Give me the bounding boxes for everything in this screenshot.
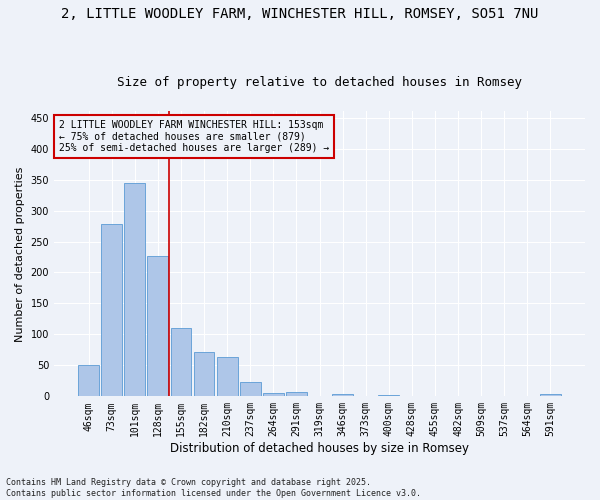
Text: Contains HM Land Registry data © Crown copyright and database right 2025.
Contai: Contains HM Land Registry data © Crown c…: [6, 478, 421, 498]
Bar: [78, 366, 99, 396]
Bar: [263, 392, 284, 396]
Bar: [101, 224, 122, 396]
Bar: [124, 182, 145, 396]
Bar: [148, 256, 168, 396]
Bar: [540, 394, 561, 396]
Bar: [170, 328, 191, 396]
Title: Size of property relative to detached houses in Romsey: Size of property relative to detached ho…: [117, 76, 522, 90]
Bar: [194, 352, 214, 397]
Bar: [379, 395, 399, 396]
Text: 2, LITTLE WOODLEY FARM, WINCHESTER HILL, ROMSEY, SO51 7NU: 2, LITTLE WOODLEY FARM, WINCHESTER HILL,…: [61, 8, 539, 22]
Bar: [332, 394, 353, 396]
Bar: [217, 358, 238, 397]
X-axis label: Distribution of detached houses by size in Romsey: Distribution of detached houses by size …: [170, 442, 469, 455]
Text: 2 LITTLE WOODLEY FARM WINCHESTER HILL: 153sqm
← 75% of detached houses are small: 2 LITTLE WOODLEY FARM WINCHESTER HILL: 1…: [59, 120, 329, 153]
Bar: [286, 392, 307, 396]
Y-axis label: Number of detached properties: Number of detached properties: [15, 166, 25, 342]
Bar: [240, 382, 260, 396]
